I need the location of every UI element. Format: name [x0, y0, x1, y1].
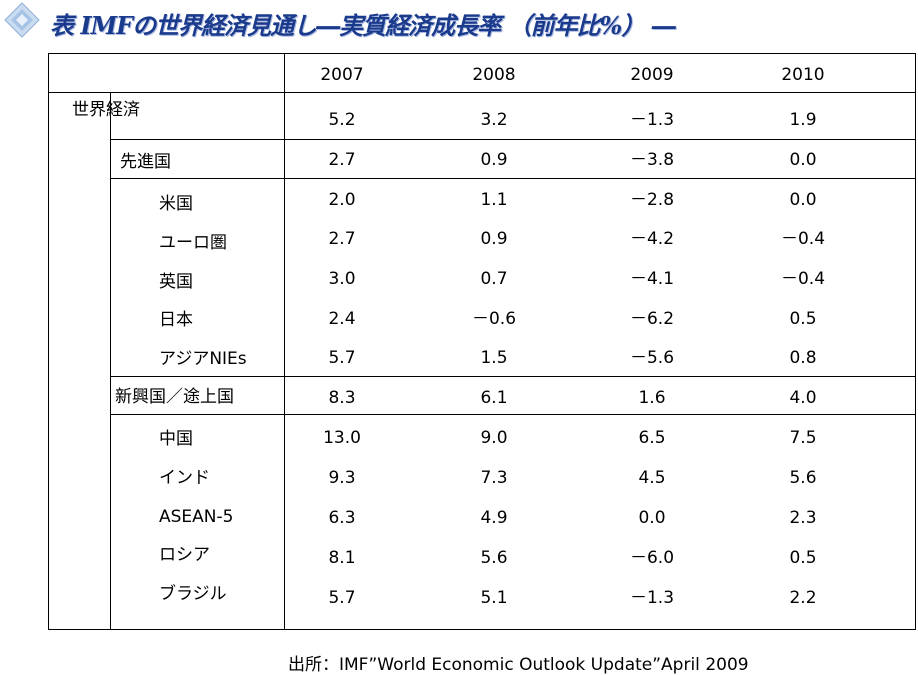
table-cell: 6.5: [638, 428, 666, 448]
table-cell: －0.4: [780, 269, 826, 289]
table-cell: 6.3: [328, 508, 356, 528]
table-cell: 3.0: [328, 269, 356, 289]
table-cell: －5.6: [629, 348, 675, 368]
row-divider: [110, 139, 915, 140]
header-divider: [49, 92, 915, 93]
table-cell: 6.1: [480, 388, 508, 408]
row-label: 中国: [159, 429, 193, 449]
table-cell: 8.1: [328, 548, 356, 568]
table-cell: 9.3: [328, 468, 356, 488]
table-cell: 0.0: [638, 508, 666, 528]
table-cell: 1.9: [789, 110, 817, 130]
row-divider: [110, 376, 915, 377]
table-cell: －4.2: [629, 229, 675, 249]
table-cell: 5.2: [328, 110, 356, 130]
table-cell: 2.7: [328, 229, 356, 249]
table-cell: 2.3: [789, 508, 817, 528]
table-cell: －0.6: [471, 309, 517, 329]
table-cell: －2.8: [629, 190, 675, 210]
page-title: 表 IMFの世界経済見通し―実質経済成長率 （前年比%） ―: [50, 11, 676, 40]
table-cell: －0.4: [780, 229, 826, 249]
table-cell: －6.2: [629, 309, 675, 329]
year-header: 2008: [472, 65, 516, 85]
row-label: 日本: [159, 310, 193, 330]
table-cell: 3.2: [480, 110, 508, 130]
table-cell: 1.6: [638, 388, 666, 408]
table-cell: 5.1: [480, 588, 508, 608]
table-cell: 0.5: [789, 548, 817, 568]
indent-divider-2: [110, 92, 111, 139]
row-divider: [110, 178, 915, 179]
title-bar: 表 IMFの世界経済見通し―実質経済成長率 （前年比%） ―: [0, 0, 918, 46]
table-cell: 2.0: [328, 190, 356, 210]
table-cell: 5.6: [480, 548, 508, 568]
row-label: インド: [159, 468, 210, 488]
indent-divider-1: [110, 139, 111, 629]
table-cell: 5.6: [789, 468, 817, 488]
row-label: アジアNIEs: [159, 349, 247, 369]
year-header: 2009: [630, 65, 674, 85]
table-cell: 4.0: [789, 388, 817, 408]
row-label: ロシア: [159, 545, 210, 565]
table-cell: 0.0: [789, 190, 817, 210]
table-cell: 0.8: [789, 348, 817, 368]
growth-table: 2007 2008 2009 2010 世界経済 5.2 3.2 －1.3 1.…: [48, 53, 916, 630]
table-cell: 1.1: [480, 190, 508, 210]
row-label: ASEAN-5: [159, 507, 234, 527]
table-cell: 2.4: [328, 309, 356, 329]
table-cell: －1.3: [629, 588, 675, 608]
table-cell: －4.1: [629, 269, 675, 289]
source-note: 出所：IMF”World Economic Outlook Update”Apr…: [288, 655, 749, 675]
table-cell: 8.3: [328, 388, 356, 408]
table-cell: －1.3: [629, 110, 675, 130]
row-label: 米国: [159, 194, 193, 214]
col-divider: [284, 54, 285, 629]
row-label: 先進国: [120, 152, 171, 172]
table-cell: －3.8: [629, 150, 675, 170]
table-cell: 0.0: [789, 150, 817, 170]
row-label: ユーロ圏: [159, 233, 227, 253]
table-cell: 4.5: [638, 468, 666, 488]
row-label: 新興国／途上国: [115, 387, 234, 407]
row-divider: [110, 414, 915, 415]
table-cell: 7.5: [789, 428, 817, 448]
year-header: 2007: [320, 65, 364, 85]
row-label: 世界経済: [72, 100, 140, 120]
row-label: ブラジル: [159, 584, 227, 604]
table-cell: 7.3: [480, 468, 508, 488]
table-cell: 0.7: [480, 269, 508, 289]
table-cell: 5.7: [328, 348, 356, 368]
row-label: 英国: [159, 272, 193, 292]
table-cell: 1.5: [480, 348, 508, 368]
table-cell: 0.5: [789, 309, 817, 329]
table-cell: 2.7: [328, 150, 356, 170]
table-cell: 4.9: [480, 508, 508, 528]
diamond-icon: [4, 2, 40, 38]
year-header: 2010: [781, 65, 825, 85]
table-cell: 0.9: [480, 229, 508, 249]
table-cell: 0.9: [480, 150, 508, 170]
table-cell: 13.0: [323, 428, 361, 448]
table-cell: 2.2: [789, 588, 817, 608]
table-cell: －6.0: [629, 548, 675, 568]
table-cell: 5.7: [328, 588, 356, 608]
table-cell: 9.0: [480, 428, 508, 448]
